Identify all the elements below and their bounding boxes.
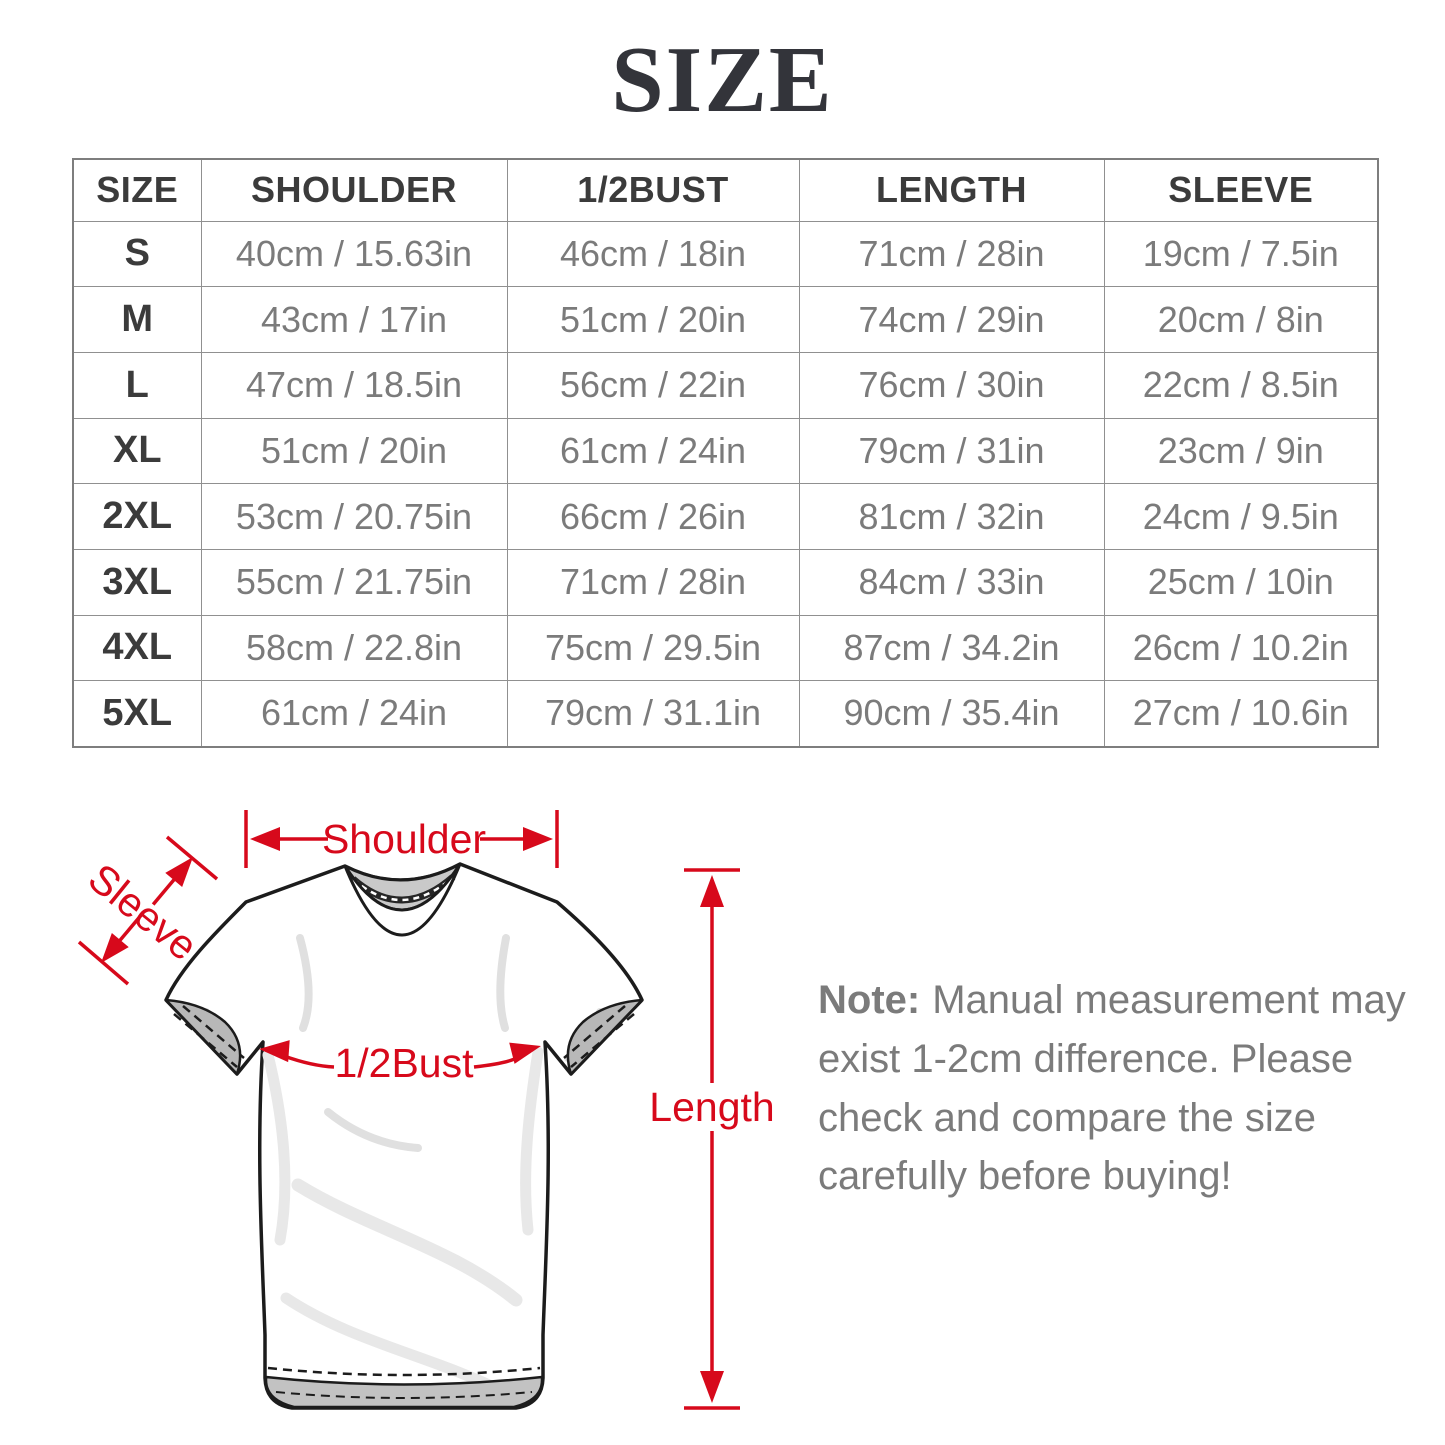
table-row: 4XL 58cm / 22.8in 75cm / 29.5in 87cm / 34.2… xyxy=(72,614,1379,682)
column-header-shoulder: SHOULDER xyxy=(200,158,508,222)
table-row: M 43cm / 17in 51cm / 20in 74cm / 29in 20cm /… xyxy=(72,286,1379,353)
table-row: S 40cm / 15.63in 46cm / 18in 71cm / 28in 19c… xyxy=(72,220,1379,288)
collar-stitch xyxy=(350,874,456,904)
measurement-cell: 22cm / 8.5in xyxy=(1103,351,1379,419)
right-sleeve-cuff xyxy=(563,998,644,1076)
measurement-cell: 26cm / 10.2in xyxy=(1103,614,1379,682)
left-sleeve-cuff xyxy=(164,998,245,1076)
measurement-cell: 20cm / 8in xyxy=(1103,286,1379,353)
measurement-cell: 47cm / 18.5in xyxy=(200,351,508,419)
table-row: XL 51cm / 20in 61cm / 24in 79cm / 31in 23cm … xyxy=(72,417,1379,485)
measurement-cell: 74cm / 29in xyxy=(798,286,1105,353)
size-table: SIZE SHOULDER 1/2BUST LENGTH SLEEVE S 40c… xyxy=(72,158,1379,748)
sleeve-label: Sleeve xyxy=(80,855,206,970)
row-size-label: M xyxy=(72,286,202,353)
measurement-cell: 24cm / 9.5in xyxy=(1103,483,1379,550)
measurement-cell: 61cm / 24in xyxy=(506,417,800,485)
measurement-cell: 87cm / 34.2in xyxy=(798,614,1105,682)
measurement-cell: 43cm / 17in xyxy=(200,286,508,353)
measurement-cell: 81cm / 32in xyxy=(798,483,1105,550)
measurement-cell: 76cm / 30in xyxy=(798,351,1105,419)
column-header-size: SIZE xyxy=(72,158,202,222)
measurement-cell: 55cm / 21.75in xyxy=(200,548,508,616)
table-row: 2XL 53cm / 20.75in 66cm / 26in 81cm / 32in 2… xyxy=(72,483,1379,550)
column-header-bust: 1/2BUST xyxy=(506,158,800,222)
measurement-cell: 53cm / 20.75in xyxy=(200,483,508,550)
sleeve-dimension: Sleeve xyxy=(77,835,219,986)
measurement-cell: 75cm / 29.5in xyxy=(506,614,800,682)
note-text: Manual measurement may exist 1-2cm diffe… xyxy=(818,978,1406,1199)
measurement-cell: 71cm / 28in xyxy=(798,220,1105,288)
measurement-cell: 19cm / 7.5in xyxy=(1103,220,1379,288)
row-size-label: 4XL xyxy=(72,614,202,682)
table-row: 5XL 61cm / 24in 79cm / 31.1in 90cm / 35.4in… xyxy=(72,680,1379,747)
table-header-row: SIZE SHOULDER 1/2BUST LENGTH SLEEVE xyxy=(72,158,1379,222)
note-block: Note: Manual measurement may exist 1-2cm … xyxy=(818,971,1408,1206)
measurement-cell: 51cm / 20in xyxy=(200,417,508,485)
row-size-label: S xyxy=(72,220,202,288)
measurement-cell: 23cm / 9in xyxy=(1103,417,1379,485)
wrinkle-shading xyxy=(202,934,604,1398)
row-size-label: 3XL xyxy=(72,548,202,616)
measurement-cell: 84cm / 33in xyxy=(798,548,1105,616)
hem xyxy=(264,1366,544,1409)
measurement-cell: 58cm / 22.8in xyxy=(200,614,508,682)
tshirt-body xyxy=(164,862,644,1410)
row-size-label: L xyxy=(72,351,202,419)
row-size-label: 5XL xyxy=(72,680,202,747)
measurement-cell: 46cm / 18in xyxy=(506,220,800,288)
measurement-cell: 40cm / 15.63in xyxy=(200,220,508,288)
measurement-cell: 61cm / 24in xyxy=(200,680,508,747)
column-header-sleeve: SLEEVE xyxy=(1103,158,1379,222)
measurement-cell: 71cm / 28in xyxy=(506,548,800,616)
table-row: L 47cm / 18.5in 56cm / 22in 76cm / 30in 22cm… xyxy=(72,351,1379,419)
column-header-length: LENGTH xyxy=(798,158,1105,222)
length-dimension: Length xyxy=(649,868,775,1410)
note-label: Note: xyxy=(818,978,921,1022)
measurement-cell: 79cm / 31in xyxy=(798,417,1105,485)
measurement-cell: 27cm / 10.6in xyxy=(1103,680,1379,747)
collar-front-band xyxy=(343,862,462,937)
table-row: 3XL 55cm / 21.75in 71cm / 28in 84cm / 33in 2… xyxy=(72,548,1379,616)
shoulder-label: Shoulder xyxy=(322,816,486,862)
size-table-body: S 40cm / 15.63in 46cm / 18in 71cm / 28in 19c… xyxy=(72,220,1379,747)
measurement-cell: 66cm / 26in xyxy=(506,483,800,550)
page-title: SIZE xyxy=(611,28,834,132)
length-label: Length xyxy=(649,1084,774,1130)
measurement-cell: 79cm / 31.1in xyxy=(506,680,800,747)
measurement-cell: 51cm / 20in xyxy=(506,286,800,353)
row-size-label: XL xyxy=(72,417,202,485)
measurement-cell: 56cm / 22in xyxy=(506,351,800,419)
measurement-cell: 25cm / 10in xyxy=(1103,548,1379,616)
measurement-cell: 90cm / 35.4in xyxy=(798,680,1105,747)
shoulder-dimension: Shoulder xyxy=(244,810,559,868)
collar xyxy=(343,862,462,937)
row-size-label: 2XL xyxy=(72,483,202,550)
hem-band xyxy=(264,1375,544,1409)
bust-dimension: 1/2Bust xyxy=(259,1040,541,1086)
tshirt-illustration xyxy=(164,862,644,1410)
bust-label: 1/2Bust xyxy=(334,1040,474,1086)
collar-back-band xyxy=(343,862,462,912)
